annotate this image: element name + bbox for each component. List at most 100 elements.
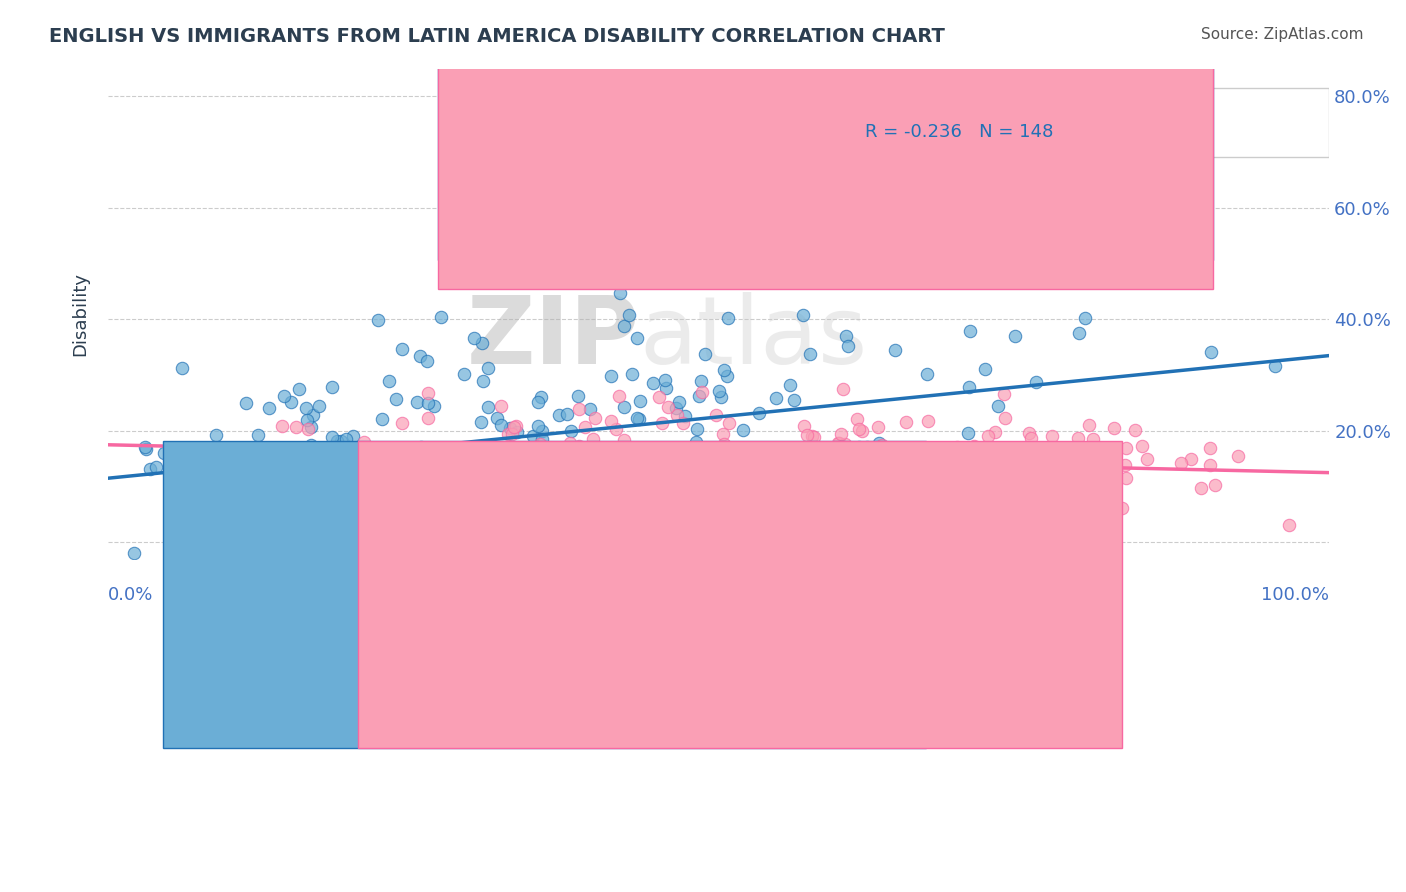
- Point: [762, 477, 785, 491]
- Point: [471, 335, 494, 350]
- Point: [783, 393, 806, 408]
- Point: [870, 438, 893, 452]
- Point: [321, 451, 343, 466]
- Point: [772, 459, 794, 474]
- Point: [963, 439, 986, 453]
- Point: [688, 389, 710, 403]
- Point: [477, 360, 499, 375]
- Point: [418, 442, 440, 456]
- Point: [839, 445, 862, 459]
- Point: [562, 500, 585, 514]
- Point: [827, 436, 849, 450]
- Point: [270, 419, 292, 434]
- Point: [256, 458, 278, 473]
- Point: [626, 331, 648, 345]
- Point: [245, 444, 267, 458]
- Point: [765, 391, 787, 405]
- Point: [665, 401, 688, 415]
- Point: [959, 483, 981, 497]
- Point: [917, 414, 939, 428]
- Point: [582, 432, 605, 446]
- Point: [204, 428, 226, 442]
- Point: [463, 331, 485, 345]
- Point: [568, 401, 591, 416]
- Point: [651, 416, 673, 430]
- Point: [995, 448, 1018, 462]
- Point: [260, 523, 283, 537]
- Point: [309, 475, 332, 489]
- Point: [281, 467, 304, 482]
- Point: [786, 444, 808, 458]
- Point: [959, 324, 981, 338]
- Point: [838, 488, 860, 502]
- Point: [1226, 449, 1249, 463]
- Point: [927, 445, 949, 459]
- Point: [1018, 426, 1040, 441]
- Point: [858, 467, 880, 481]
- Point: [284, 420, 307, 434]
- Point: [263, 504, 285, 518]
- Point: [586, 489, 609, 503]
- Point: [350, 513, 373, 527]
- Point: [993, 387, 1015, 401]
- Point: [297, 422, 319, 436]
- Point: [765, 473, 787, 487]
- FancyBboxPatch shape: [437, 0, 1213, 260]
- Point: [388, 471, 411, 485]
- Point: [837, 339, 859, 353]
- Point: [685, 434, 707, 449]
- Point: [1019, 477, 1042, 491]
- Point: [1198, 441, 1220, 455]
- Point: [621, 368, 644, 382]
- Point: [810, 461, 832, 475]
- Point: [1040, 428, 1063, 442]
- Point: [165, 516, 187, 530]
- Point: [263, 478, 285, 492]
- Point: [373, 454, 395, 468]
- Point: [939, 467, 962, 481]
- Text: Immigrants from Latin America: Immigrants from Latin America: [765, 595, 1046, 613]
- Point: [834, 437, 856, 451]
- Point: [752, 455, 775, 469]
- Text: □  English: □ English: [526, 596, 619, 614]
- Point: [359, 465, 381, 479]
- Point: [527, 395, 550, 409]
- Point: [1095, 478, 1118, 492]
- Point: [477, 400, 499, 414]
- Point: [689, 450, 711, 465]
- Point: [299, 462, 322, 476]
- Point: [499, 421, 522, 435]
- Y-axis label: Disability: Disability: [72, 272, 89, 356]
- Point: [418, 396, 440, 410]
- Point: [436, 442, 458, 456]
- Point: [385, 457, 408, 471]
- Point: [259, 401, 281, 416]
- Point: [1115, 471, 1137, 485]
- Point: [225, 497, 247, 511]
- Point: [654, 373, 676, 387]
- Point: [877, 445, 900, 459]
- Point: [779, 377, 801, 392]
- Point: [837, 445, 859, 459]
- Point: [321, 430, 343, 444]
- Point: [1204, 478, 1226, 492]
- Point: [896, 415, 918, 429]
- Point: [640, 445, 662, 459]
- Point: [468, 441, 491, 455]
- Point: [690, 374, 713, 388]
- Point: [392, 544, 415, 558]
- Point: [506, 475, 529, 490]
- Point: [1067, 431, 1090, 445]
- Point: [322, 491, 344, 505]
- Point: [430, 310, 453, 325]
- Point: [654, 450, 676, 465]
- Point: [987, 399, 1010, 413]
- Point: [800, 429, 823, 443]
- Point: [307, 477, 329, 491]
- Point: [1033, 476, 1056, 491]
- Point: [1136, 452, 1159, 467]
- Point: [655, 381, 678, 395]
- Point: [599, 369, 621, 384]
- Point: [1189, 481, 1212, 495]
- Point: [138, 461, 160, 475]
